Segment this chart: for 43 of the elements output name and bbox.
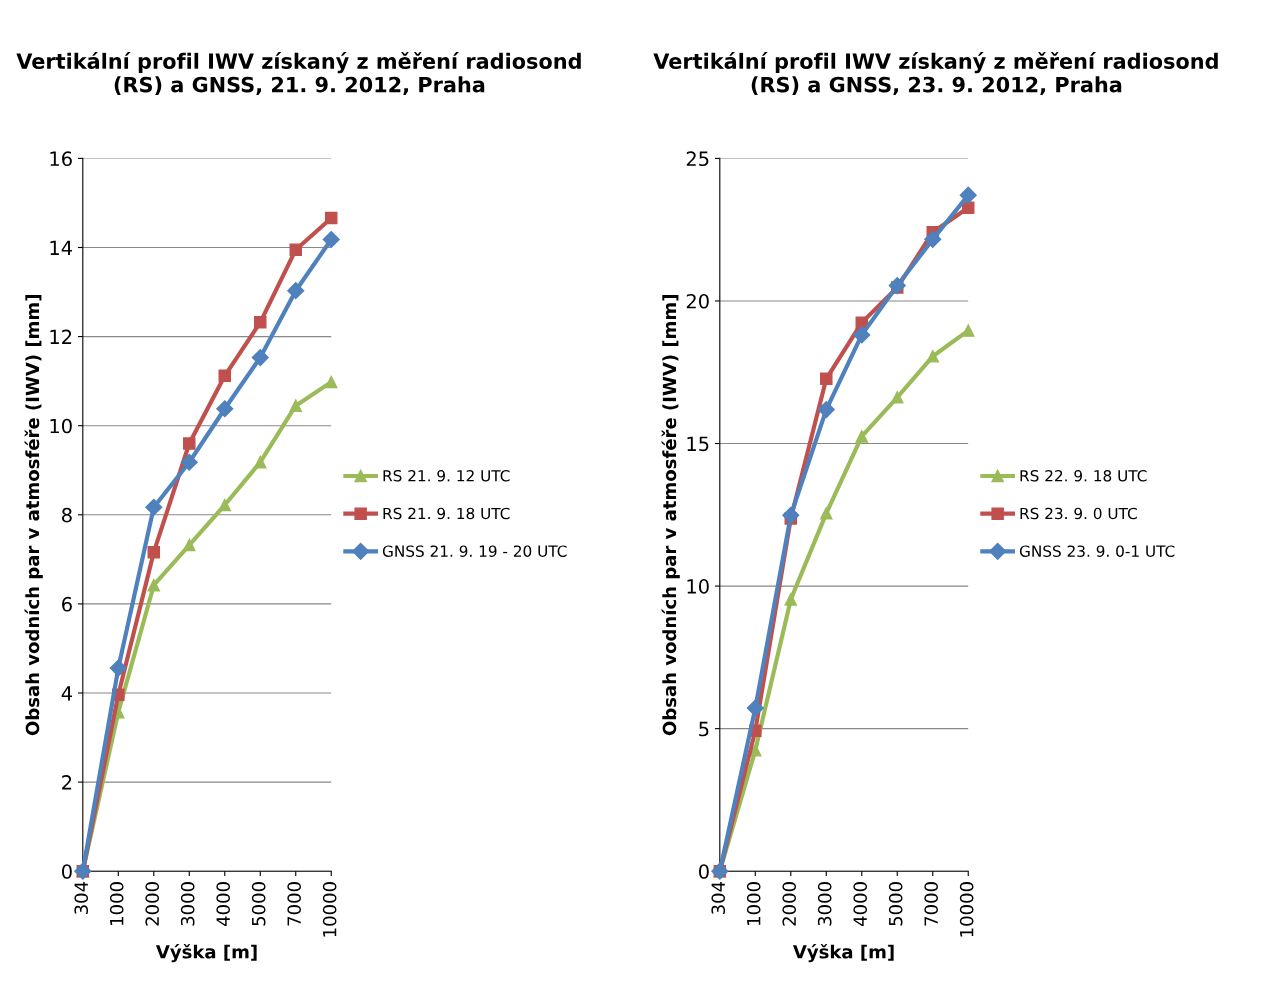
legend-label: RS 23. 9. 0 UTC: [1020, 507, 1137, 520]
y-tick-label: 5: [699, 721, 709, 737]
x-axis-title: Výška [m]: [792, 943, 894, 963]
chart-title: Vertikální profil IWV získaný z měření radiosond (RS) a GNSS, 21. 9. 2012, Praha: [16, 52, 581, 96]
x-tick-label: 3000: [817, 882, 832, 926]
y-tick-label: 8: [62, 507, 72, 523]
x-tick-label: 1000: [109, 882, 124, 925]
y-axis-title: Obsah vodních par v atmosféře (IWV) [mm]: [661, 295, 680, 736]
x-tick-label: 304: [711, 881, 726, 915]
y-tick-label: 10: [50, 418, 72, 434]
y-tick-label: 4: [61, 686, 72, 701]
y-tick-label: 0: [699, 864, 709, 879]
x-tick-label: 5000: [251, 882, 266, 926]
y-tick-label: 12: [50, 329, 72, 344]
x-tick-label: 10000: [959, 882, 974, 937]
x-tick-label: 304: [74, 881, 89, 915]
legend-label: GNSS 21. 9. 19 - 20 UTC: [382, 545, 567, 557]
y-tick-label: 2: [62, 775, 72, 790]
y-tick-label: 15: [687, 436, 709, 452]
x-tick-label: 1000: [746, 882, 761, 925]
chart-title: Vertikální profil IWV získaný z měření radiosond (RS) a GNSS, 23. 9. 2012, Praha: [653, 52, 1218, 96]
legend-label: RS 22. 9. 18 UTC: [1020, 469, 1147, 482]
y-tick-label: 16: [50, 151, 72, 167]
y-tick-label: 6: [62, 596, 72, 612]
x-tick-label: 7000: [924, 882, 938, 926]
y-tick-label: 0: [62, 864, 72, 879]
x-tick-label: 4000: [853, 882, 868, 926]
x-tick-label: 5000: [888, 882, 903, 926]
legend-label: RS 21. 9. 18 UTC: [383, 507, 510, 520]
y-tick-label: 25: [686, 151, 709, 167]
y-tick-label: 14: [50, 240, 72, 255]
x-tick-label: 10000: [322, 882, 337, 937]
y-axis-title: Obsah vodních par v atmosféře (IWV) [mm]: [24, 295, 43, 736]
x-tick-label: 2000: [145, 882, 160, 926]
legend-label: GNSS 23. 9. 0-1 UTC: [1019, 545, 1175, 557]
x-tick-label: 4000: [216, 882, 231, 926]
x-tick-label: 2000: [782, 882, 797, 926]
legend-label: RS 21. 9. 12 UTC: [383, 469, 510, 482]
x-axis-title: Výška [m]: [155, 943, 257, 963]
y-tick-label: 10: [687, 579, 709, 594]
x-tick-label: 7000: [287, 882, 301, 926]
y-tick-label: 20: [686, 293, 709, 309]
x-tick-label: 3000: [180, 882, 195, 926]
